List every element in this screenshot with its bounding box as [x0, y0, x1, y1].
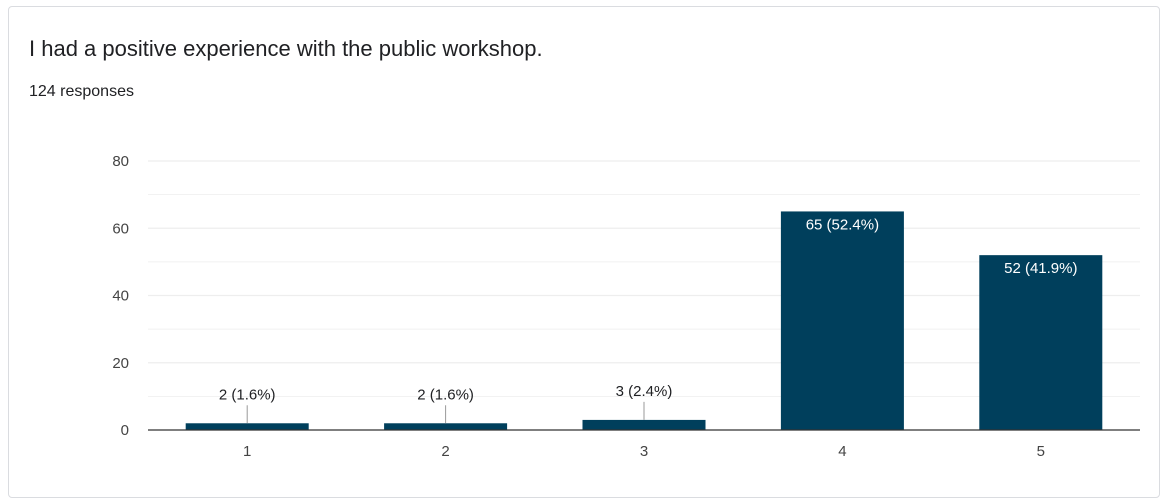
- bar-4: [780, 211, 904, 430]
- x-tick-label: 4: [838, 443, 846, 460]
- data-label: 65 (52.4%): [806, 216, 879, 233]
- y-tick-label: 20: [112, 355, 129, 372]
- x-axis-ticks: 1 2 3 4 5: [243, 443, 1045, 460]
- bars: 2 (1.6%) 2 (1.6%) 3 (2.4%) 65 (52.4%) 52 (41…: [185, 211, 1103, 430]
- grid-lines: [148, 160, 1140, 397]
- x-tick-label: 1: [243, 443, 251, 460]
- y-axis-ticks: 0 20 40 60 80: [112, 153, 129, 439]
- x-tick-label: 2: [441, 443, 449, 460]
- y-tick-label: 0: [121, 422, 129, 439]
- data-label: 3 (2.4%): [616, 383, 673, 400]
- chart-card: [8, 6, 1160, 498]
- y-tick-label: 80: [112, 153, 129, 170]
- data-label: 2 (1.6%): [417, 386, 474, 403]
- bar-1: [185, 423, 309, 430]
- x-tick-label: 3: [640, 443, 648, 460]
- data-label: 52 (41.9%): [1004, 260, 1077, 277]
- x-tick-label: 5: [1037, 443, 1045, 460]
- response-count: 124 responses: [29, 83, 134, 100]
- y-tick-label: 60: [112, 220, 129, 237]
- bar-2: [384, 423, 508, 430]
- bar-3: [582, 419, 706, 430]
- chart-title: I had a positive experience with the pub…: [29, 36, 543, 61]
- y-tick-label: 40: [112, 288, 129, 305]
- bar-5: [979, 255, 1103, 430]
- data-label: 2 (1.6%): [219, 386, 276, 403]
